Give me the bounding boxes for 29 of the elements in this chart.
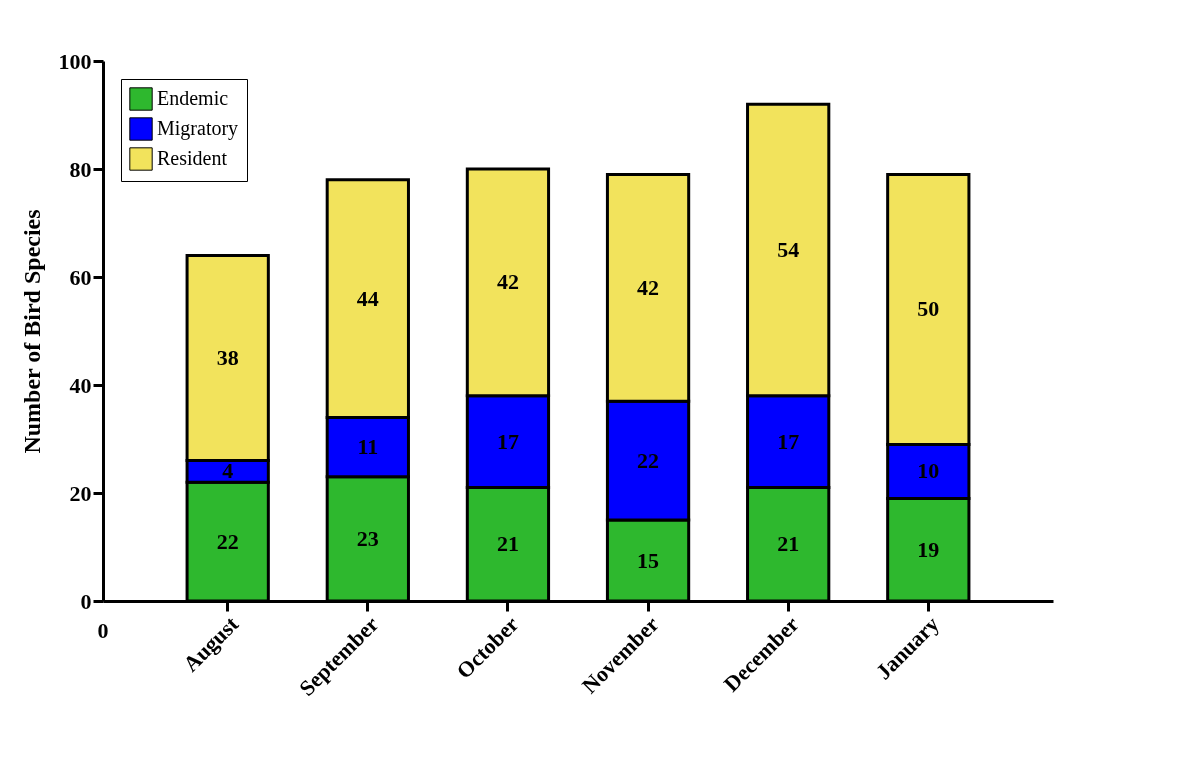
- data-label: 22: [637, 447, 660, 473]
- y-tick-label: 0: [80, 588, 92, 614]
- data-label: 23: [356, 525, 379, 551]
- y-tick-label: 20: [69, 480, 92, 506]
- y-tick-label: 80: [69, 156, 92, 182]
- data-label: 4: [222, 458, 234, 484]
- legend-label: Endemic: [157, 87, 229, 109]
- y-tick-label: 60: [69, 264, 92, 290]
- data-label: 17: [496, 428, 519, 454]
- data-label: 21: [496, 531, 519, 557]
- data-label: 44: [356, 285, 379, 311]
- data-label: 54: [777, 237, 800, 262]
- data-label: 38: [216, 345, 239, 370]
- data-label: 22: [216, 528, 239, 554]
- data-label: 21: [777, 531, 800, 557]
- data-label: 42: [637, 274, 660, 300]
- data-label: 11: [357, 434, 379, 460]
- y-axis-title: Number of Bird Species: [18, 209, 45, 454]
- text: 0: [97, 618, 109, 643]
- data-label: 17: [777, 428, 800, 454]
- data-label: 19: [917, 536, 940, 562]
- legend-label: Migratory: [157, 117, 239, 140]
- y-tick-label: 100: [58, 48, 92, 74]
- data-label: 50: [917, 296, 940, 322]
- data-label: 15: [637, 547, 660, 573]
- data-label: 10: [917, 458, 940, 484]
- legend-label: Resident: [157, 147, 228, 169]
- data-label: 42: [496, 269, 519, 295]
- y-tick-label: 40: [69, 372, 92, 398]
